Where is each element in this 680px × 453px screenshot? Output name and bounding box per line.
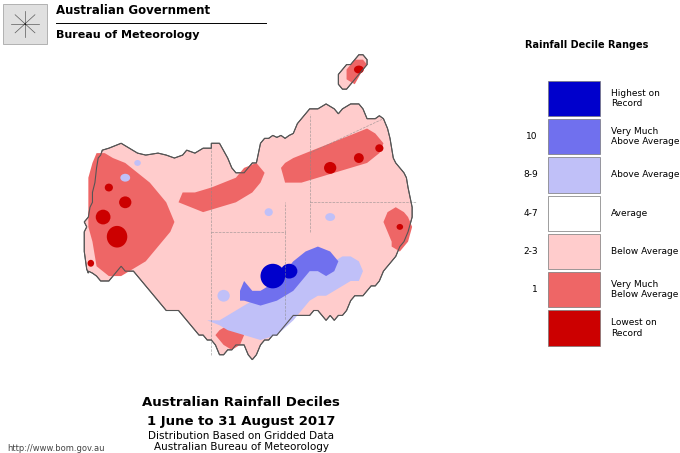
Text: Australian Government: Australian Government <box>56 4 210 17</box>
Ellipse shape <box>354 153 364 163</box>
Bar <box>3 4 47 44</box>
Text: Rainfall Decile Ranges: Rainfall Decile Ranges <box>525 40 648 50</box>
Ellipse shape <box>396 224 403 230</box>
Text: Very Much
Below Average: Very Much Below Average <box>611 280 678 299</box>
Polygon shape <box>84 104 412 360</box>
Bar <box>548 81 600 116</box>
Text: Australian Rainfall Deciles: Australian Rainfall Deciles <box>143 396 340 409</box>
Text: Very Much
Above Average: Very Much Above Average <box>611 127 679 146</box>
Bar <box>548 157 600 193</box>
Polygon shape <box>347 60 367 84</box>
Ellipse shape <box>281 264 297 279</box>
Ellipse shape <box>218 290 230 302</box>
Text: Below Average: Below Average <box>611 247 678 256</box>
Ellipse shape <box>120 174 130 182</box>
Polygon shape <box>339 55 367 89</box>
Ellipse shape <box>134 160 141 166</box>
Ellipse shape <box>324 162 337 174</box>
Polygon shape <box>240 246 339 306</box>
Bar <box>548 272 600 308</box>
Text: 1: 1 <box>532 285 538 294</box>
Polygon shape <box>88 153 175 276</box>
Text: 2-3: 2-3 <box>524 247 538 256</box>
Ellipse shape <box>354 66 364 73</box>
Text: 4-7: 4-7 <box>524 209 538 218</box>
Bar <box>548 310 600 346</box>
Text: 8-9: 8-9 <box>523 170 538 179</box>
Polygon shape <box>216 325 244 350</box>
Text: Highest on
Record: Highest on Record <box>611 89 660 108</box>
Ellipse shape <box>375 144 384 152</box>
Text: Above Average: Above Average <box>611 170 679 179</box>
Ellipse shape <box>88 260 94 267</box>
Ellipse shape <box>96 210 110 224</box>
Polygon shape <box>179 163 265 212</box>
Bar <box>548 234 600 269</box>
Text: Lowest on
Record: Lowest on Record <box>611 318 656 338</box>
Ellipse shape <box>260 264 285 289</box>
Text: Australian Bureau of Meteorology: Australian Bureau of Meteorology <box>154 443 329 453</box>
Ellipse shape <box>105 183 113 192</box>
Ellipse shape <box>119 197 131 208</box>
Text: 1 June to 31 August 2017: 1 June to 31 August 2017 <box>147 415 336 428</box>
Polygon shape <box>281 129 384 183</box>
Text: http://www.bom.gov.au: http://www.bom.gov.au <box>7 444 104 453</box>
Ellipse shape <box>265 208 273 216</box>
Polygon shape <box>384 207 412 251</box>
Text: Distribution Based on Gridded Data: Distribution Based on Gridded Data <box>148 431 335 441</box>
Polygon shape <box>207 256 363 340</box>
Bar <box>548 196 600 231</box>
Text: 10: 10 <box>526 132 538 141</box>
Text: Bureau of Meteorology: Bureau of Meteorology <box>56 30 200 40</box>
Bar <box>548 119 600 154</box>
Ellipse shape <box>107 226 127 247</box>
Text: Average: Average <box>611 209 648 218</box>
Ellipse shape <box>325 213 335 221</box>
